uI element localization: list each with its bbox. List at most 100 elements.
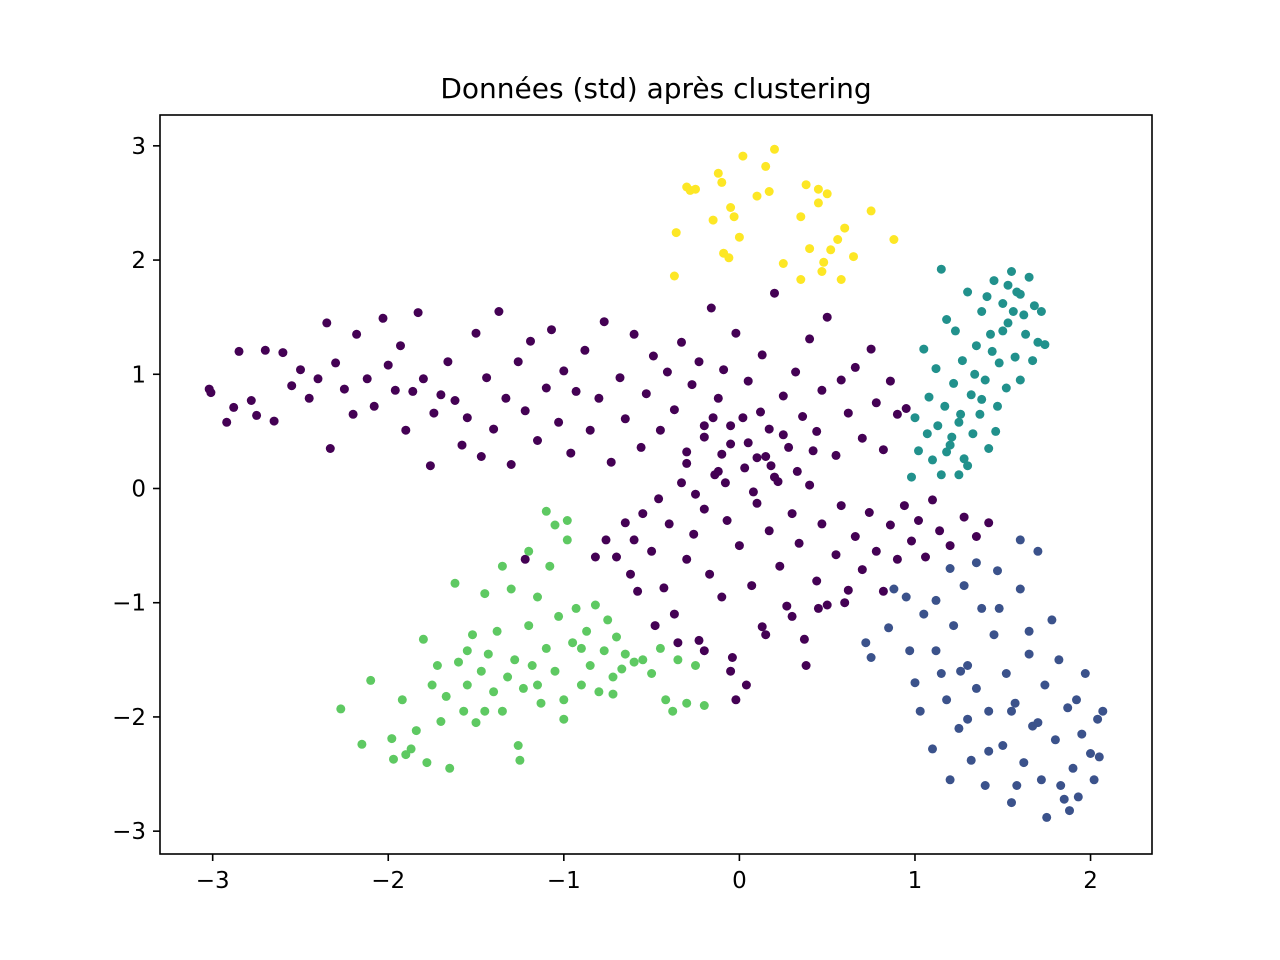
cluster-1-point [1019,758,1029,768]
cluster-0-point [694,635,704,645]
cluster-1-point [956,666,966,676]
cluster-0-point [636,442,646,452]
cluster-0-point [626,569,635,579]
cluster-0-point [747,581,757,591]
cluster-2-point [936,470,946,480]
cluster-0-point [866,344,876,354]
cluster-1-point [889,584,899,594]
cluster-0-point [857,565,867,575]
cluster-3-point [406,744,416,754]
cluster-0-point [708,413,718,423]
cluster-0-point [612,552,621,562]
cluster-4-point [724,253,734,263]
cluster-0-point [436,390,446,400]
cluster-2-point [966,390,976,400]
y-tick-label: 0 [131,476,146,502]
cluster-0-point [850,532,860,541]
cluster-1-point [928,744,937,754]
cluster-0-point [741,680,751,690]
cluster-1-point [1077,729,1087,739]
cluster-0-point [871,546,881,556]
cluster-0-point [278,348,288,358]
cluster-1-point [1047,615,1057,625]
cluster-0-point [752,453,762,463]
plot-frame [159,114,1153,855]
cluster-3-point [480,589,490,599]
cluster-2-point [991,426,1001,436]
cluster-0-point [304,393,314,403]
cluster-2-point [928,455,937,465]
cluster-2-point [959,454,969,464]
cluster-2-point [950,326,960,336]
cluster-0-point [590,552,600,562]
cluster-4-point [729,212,739,222]
cluster-2-point [1036,307,1046,316]
cluster-0-point [857,433,867,443]
cluster-3-point [550,520,560,530]
cluster-3-point [533,680,542,690]
cluster-3-point [599,646,609,656]
cluster-1-point [1036,775,1046,785]
cluster-0-point [378,313,388,323]
cluster-0-point [352,329,362,339]
cluster-0-point [662,367,672,377]
cluster-3-point [459,706,469,716]
cluster-0-point [836,501,846,511]
cluster-0-point [843,408,853,418]
cluster-0-point [907,536,916,546]
cluster-3-point [562,535,572,545]
cluster-0-point [629,329,639,339]
cluster-3-point [655,643,665,653]
cluster-2-point [989,276,999,286]
cluster-3-point [536,698,546,708]
cluster-0-point [296,365,305,375]
cluster-0-point [699,421,709,431]
cluster-0-point [362,374,372,384]
cluster-4-point [836,275,846,284]
cluster-3-point [357,739,367,749]
cluster-0-point [812,426,822,436]
cluster-3-point [603,615,613,625]
cluster-3-point [668,706,678,716]
cluster-4-point [691,184,700,194]
cluster-1-point [1033,718,1043,728]
cluster-0-point [348,409,358,419]
cluster-2-point [910,413,920,423]
cluster-2-point [994,358,1004,368]
cluster-0-point [799,634,809,644]
cluster-0-point [691,489,700,499]
cluster-1-point [1015,535,1025,545]
cluster-3-point [366,675,376,685]
cluster-1-point [905,646,915,656]
cluster-3-point [638,655,648,665]
cluster-0-point [287,381,297,391]
cluster-0-point [648,351,658,361]
cluster-1-point [1094,752,1104,762]
cluster-1-point [931,646,941,656]
cluster-0-point [418,374,428,384]
cluster-3-point [527,661,537,670]
cluster-4-point [738,151,748,161]
cluster-3-point [422,758,432,768]
cluster-0-point [817,519,827,529]
cluster-0-point [787,611,797,621]
cluster-1-point [963,714,973,724]
cluster-0-point [756,407,765,417]
cluster-1-point [1050,735,1060,745]
cluster-0-point [831,550,841,560]
cluster-0-point [520,554,530,564]
cluster-2-point [1029,301,1039,311]
cluster-0-point [787,509,797,519]
cluster-1-point [984,746,994,756]
cluster-0-point [871,398,881,408]
cluster-1-point [1063,703,1073,713]
cluster-2-point [1021,329,1031,339]
cluster-4-point [726,203,736,212]
cluster-0-point [921,552,930,562]
cluster-2-point [993,401,1002,411]
cluster-1-point [931,595,941,605]
cluster-0-point [822,600,832,610]
cluster-0-point [699,504,709,514]
cluster-3-point [492,626,502,636]
cluster-0-point [892,409,902,419]
